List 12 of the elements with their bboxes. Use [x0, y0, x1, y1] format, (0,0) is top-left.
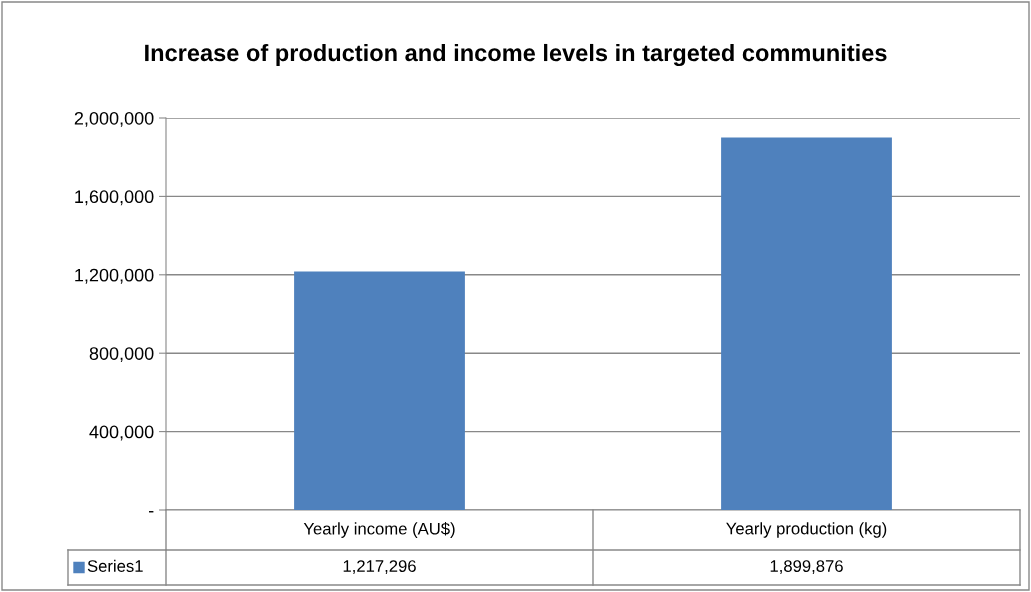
chart-title: Increase of production and income levels in targeted communities: [145, 43, 887, 67]
y-tick-label: 400,000: [89, 425, 154, 441]
y-tick-label: 1,600,000: [75, 190, 154, 206]
y-tick-label: -: [148, 511, 154, 513]
x-tick-label: Yearly production (kg): [726, 522, 887, 538]
y-tick-label: 2,000,000: [74, 111, 154, 127]
data-label: 1,899,876: [770, 560, 843, 574]
legend-label: Series1: [87, 559, 143, 572]
y-tick-label: 1,200,000: [75, 268, 154, 284]
data-label: 1,217,296: [343, 560, 416, 574]
x-tick-label: Yearly income (AU$): [303, 522, 455, 538]
y-tick-label: 800,000: [89, 347, 154, 363]
